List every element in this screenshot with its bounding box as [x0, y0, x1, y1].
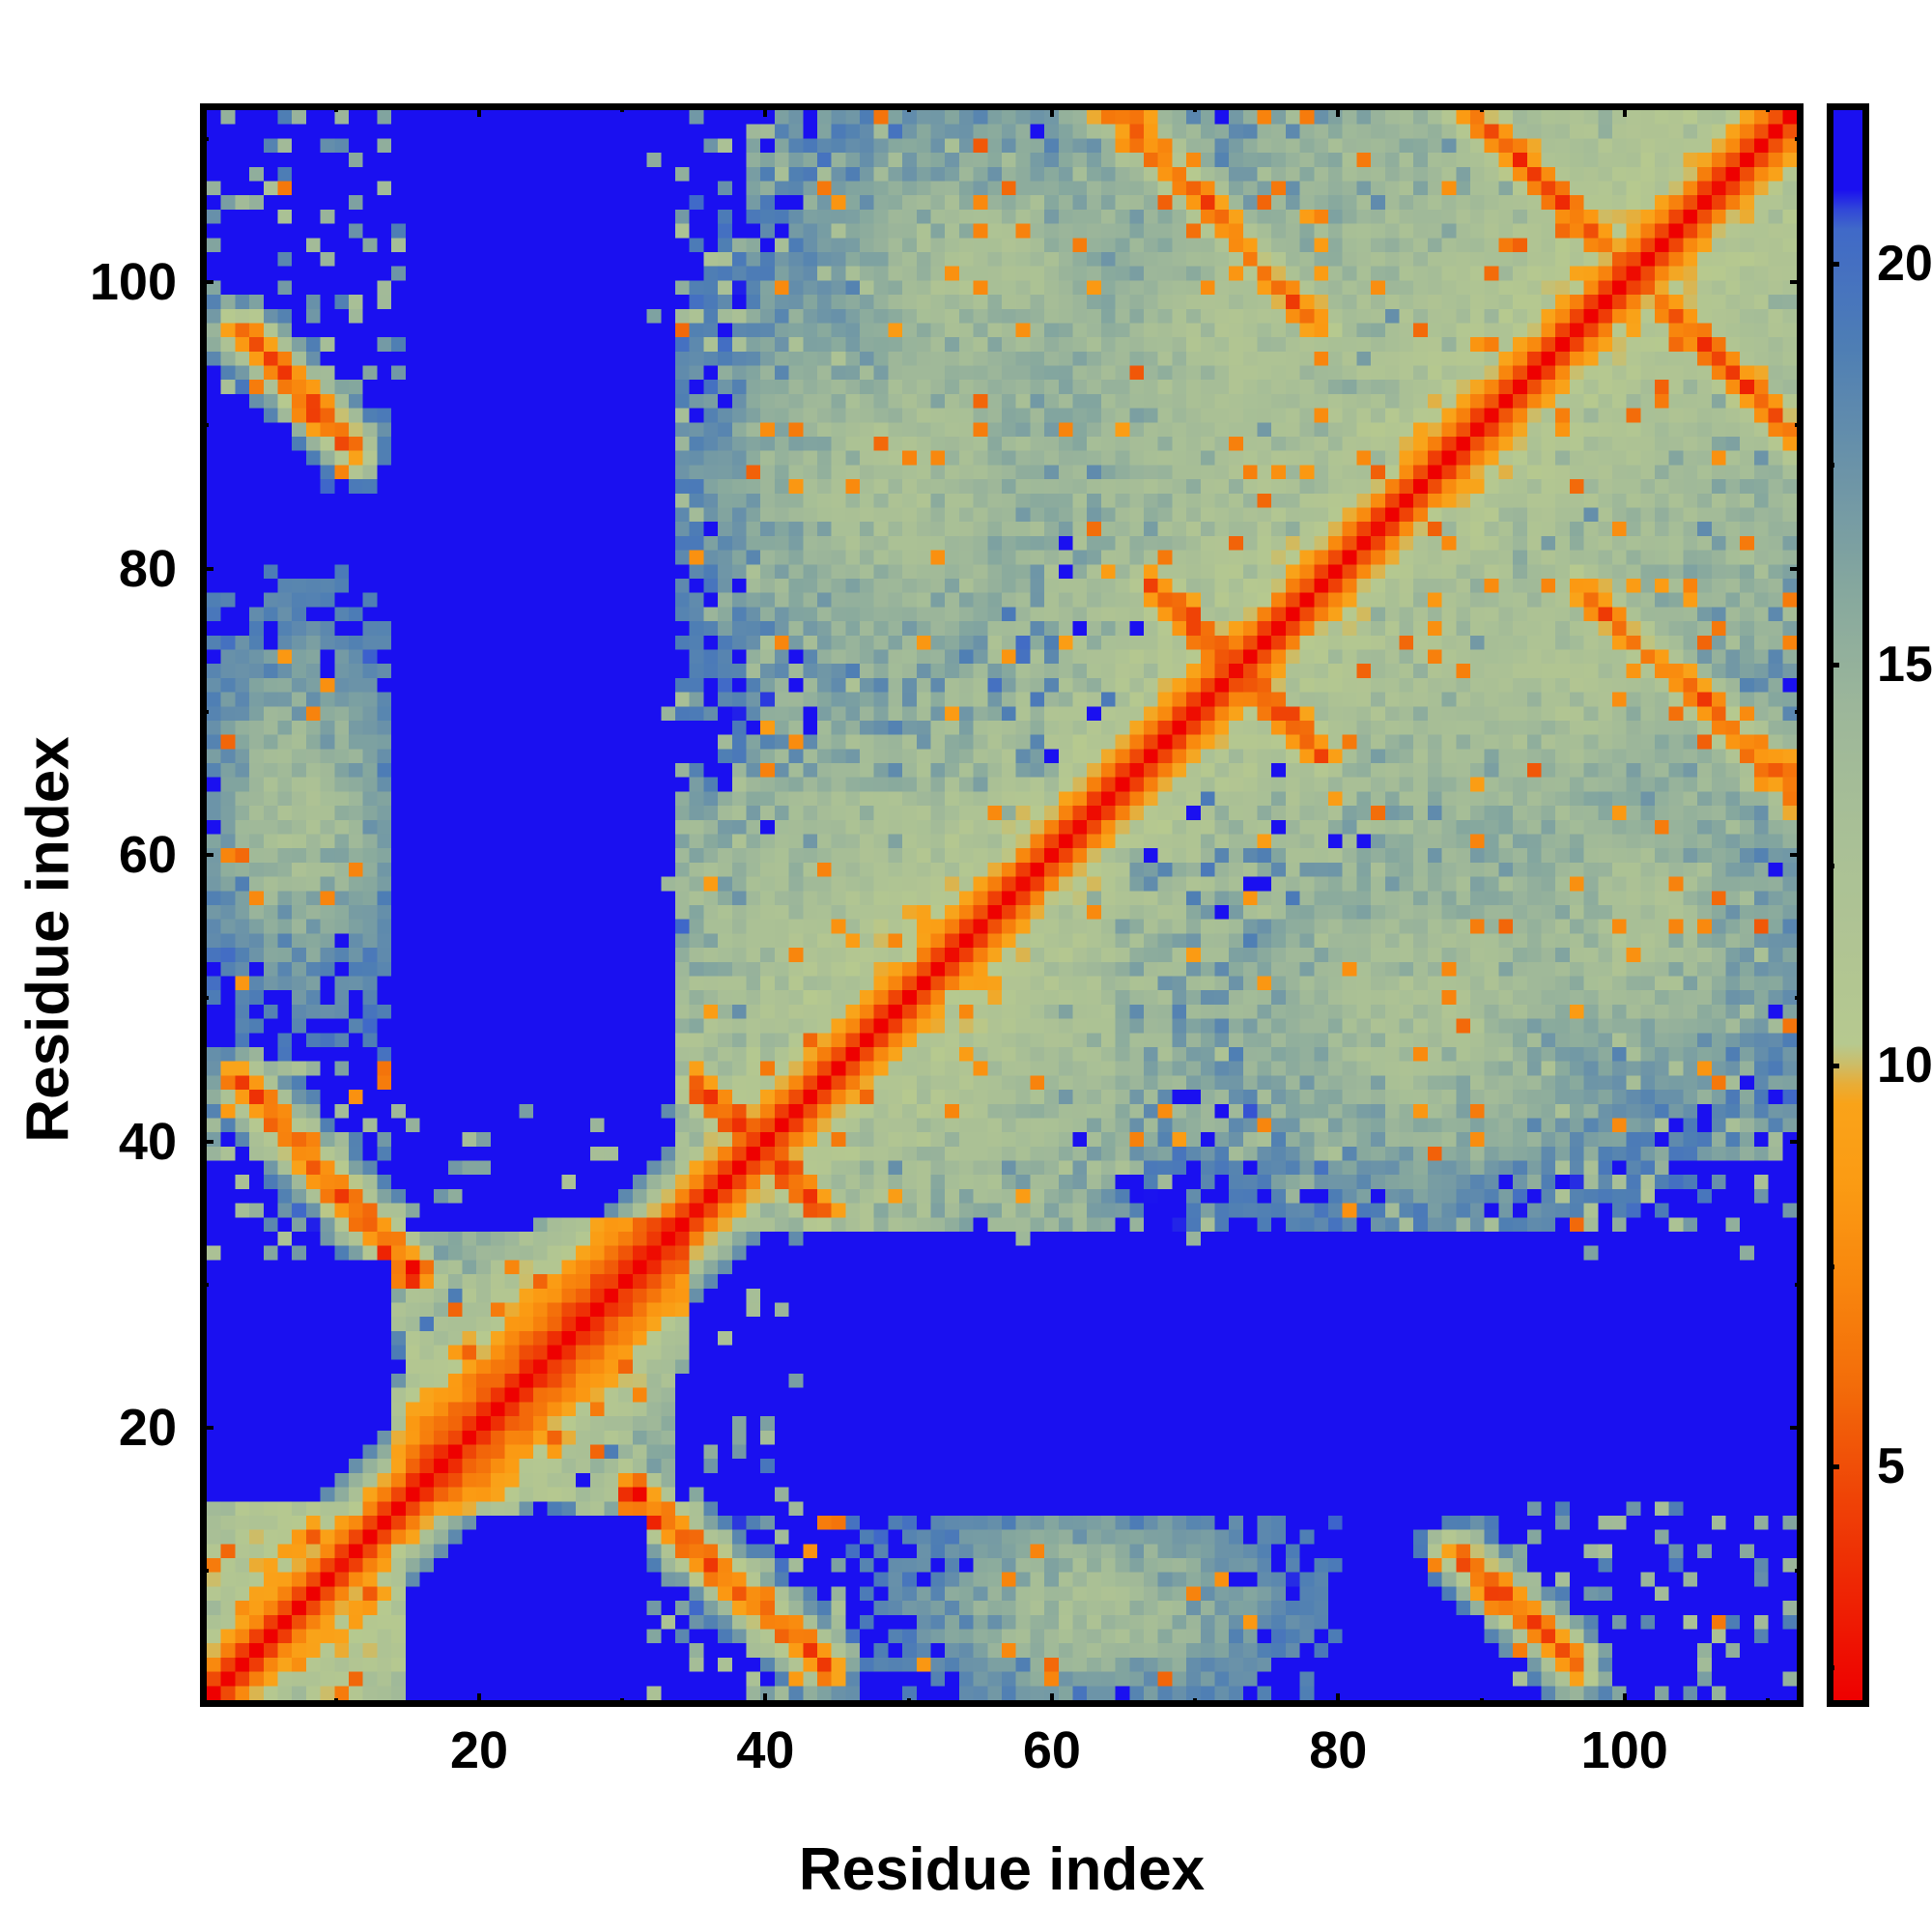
x-minor-tick-mark — [333, 1698, 338, 1707]
colorbar-tick-label: 10 — [1877, 1037, 1932, 1094]
y-minor-tick-mark — [200, 709, 209, 714]
x-tick-mark-top — [763, 103, 768, 117]
x-tick-label: 60 — [1022, 1721, 1081, 1779]
colorbar-tick-mark — [1827, 1064, 1839, 1068]
colorbar[interactable] — [1827, 103, 1869, 1707]
y-tick-mark-right — [1790, 853, 1804, 858]
y-tick-mark — [200, 1139, 213, 1144]
y-minor-tick-mark — [1795, 423, 1804, 428]
y-minor-tick-mark — [1795, 709, 1804, 714]
x-tick-mark — [763, 1693, 768, 1707]
y-minor-tick-mark — [200, 423, 209, 428]
x-tick-mark-top — [1336, 103, 1341, 117]
x-minor-tick-mark — [906, 1698, 911, 1707]
x-tick-label: 20 — [449, 1721, 509, 1779]
x-minor-tick-mark — [1479, 1698, 1484, 1707]
colorbar-minor-tick-mark — [1827, 462, 1834, 468]
heatmap-plot-area[interactable] — [200, 103, 1804, 1707]
x-minor-tick-mark — [620, 103, 625, 112]
y-tick-mark — [200, 566, 213, 571]
colorbar-gradient — [1833, 110, 1862, 1700]
y-tick-label: 40 — [118, 1112, 177, 1171]
x-minor-tick-mark — [906, 103, 911, 112]
x-minor-tick-mark — [1193, 103, 1198, 112]
x-tick-label: 100 — [1580, 1721, 1668, 1779]
y-axis-title: Residue index — [14, 736, 82, 1143]
x-tick-mark-top — [1049, 103, 1054, 117]
y-minor-tick-mark — [1795, 996, 1804, 1001]
y-minor-tick-mark — [200, 1569, 209, 1574]
y-tick-mark — [200, 853, 213, 858]
x-minor-tick-mark — [1765, 103, 1770, 112]
x-axis-title: Residue index — [798, 1836, 1206, 1903]
y-minor-tick-mark — [1795, 137, 1804, 142]
colorbar-tick-mark — [1827, 663, 1839, 668]
y-tick-label: 100 — [89, 253, 177, 312]
colorbar-minor-tick-mark — [1827, 1264, 1834, 1269]
x-tick-mark — [477, 1693, 482, 1707]
x-minor-tick-mark — [1479, 103, 1484, 112]
x-minor-tick-mark — [620, 1698, 625, 1707]
colorbar-tick-mark — [1827, 262, 1839, 267]
y-minor-tick-mark — [1795, 1569, 1804, 1574]
x-minor-tick-mark — [333, 103, 338, 112]
x-tick-mark — [1622, 1693, 1627, 1707]
x-tick-mark — [1049, 1693, 1054, 1707]
y-tick-label: 20 — [118, 1398, 177, 1457]
x-tick-mark — [1336, 1693, 1341, 1707]
colorbar-minor-tick-mark — [1827, 1664, 1834, 1670]
y-tick-label: 60 — [118, 826, 177, 885]
y-minor-tick-mark — [1795, 1282, 1804, 1287]
y-minor-tick-mark — [200, 137, 209, 142]
x-minor-tick-mark — [1193, 1698, 1198, 1707]
colorbar-tick-label: 20 — [1877, 236, 1932, 292]
colorbar-tick-label: 5 — [1877, 1438, 1905, 1494]
x-tick-label: 80 — [1309, 1721, 1368, 1779]
colorbar-tick-label: 15 — [1877, 637, 1932, 693]
y-tick-mark-right — [1790, 566, 1804, 571]
y-tick-label: 80 — [118, 539, 177, 598]
heatmap-canvas[interactable] — [207, 110, 1797, 1700]
colorbar-tick-mark — [1827, 1464, 1839, 1469]
y-tick-mark — [200, 1425, 213, 1430]
colorbar-minor-tick-mark — [1827, 863, 1834, 868]
y-tick-mark-right — [1790, 1139, 1804, 1144]
x-tick-mark-top — [1622, 103, 1627, 117]
y-minor-tick-mark — [200, 1282, 209, 1287]
y-minor-tick-mark — [200, 996, 209, 1001]
x-minor-tick-mark — [1765, 1698, 1770, 1707]
y-tick-mark-right — [1790, 280, 1804, 285]
x-tick-mark-top — [477, 103, 482, 117]
y-tick-mark — [200, 280, 213, 285]
x-tick-label: 40 — [736, 1721, 795, 1779]
y-tick-mark-right — [1790, 1425, 1804, 1430]
